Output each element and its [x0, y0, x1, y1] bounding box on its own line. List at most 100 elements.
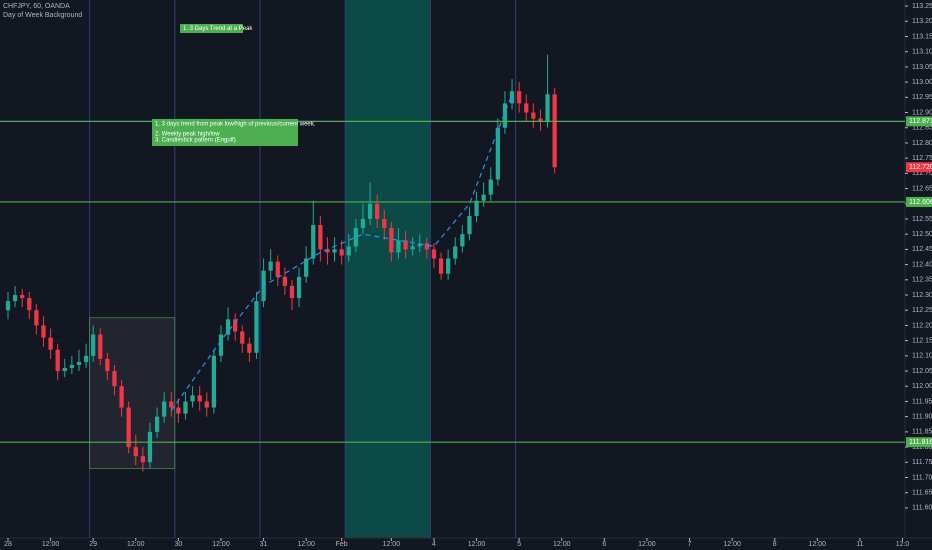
y-tick-label: 112.450 [912, 246, 932, 253]
candle-body [247, 343, 252, 353]
candle-body [12, 295, 18, 302]
x-tick-label: 12:0 [896, 541, 910, 548]
candle-body [502, 103, 508, 128]
candle-body [197, 395, 202, 402]
candle-body [382, 218, 387, 229]
y-tick-label: 113.000 [912, 79, 932, 86]
candle-body [225, 319, 231, 335]
annotation-box [152, 119, 298, 146]
x-tick-label: 12:00 [383, 541, 401, 548]
annotation-text: 3. Candlestick pattern (Engulf) [155, 138, 236, 144]
candle-body [488, 179, 493, 195]
candle-body [509, 91, 515, 104]
y-tick-label: 112.100 [912, 353, 932, 360]
candle-body [268, 261, 273, 271]
candle-body [176, 407, 181, 414]
y-tick-label: 112.500 [912, 231, 932, 238]
x-tick-label: Feb [336, 541, 348, 548]
candle-body [524, 103, 529, 113]
y-tick-label: 112.300 [912, 292, 932, 299]
y-tick-label: 111.650 [912, 490, 932, 497]
x-tick-label: 31 [260, 541, 268, 548]
y-tick-label: 112.200 [912, 322, 932, 329]
chart-title: CHFJPY, 60, OANDA [3, 3, 70, 10]
annotation-text: 1. 3 days trend from peak low/high of pr… [155, 122, 316, 128]
x-tick-label: 12:00 [723, 541, 741, 548]
candle-body [119, 386, 124, 408]
x-tick-label: 12:00 [809, 541, 827, 548]
x-tick-label: 12:00 [127, 541, 145, 548]
candle-body [140, 456, 146, 463]
y-tick-label: 112.800 [912, 140, 932, 147]
candle-body [396, 240, 401, 253]
candle-body [438, 258, 444, 274]
x-tick-label: 5 [517, 541, 521, 548]
annotation-text: 2. Weekly peak high/low [155, 132, 220, 138]
candle-body [460, 234, 465, 247]
candle-body [531, 112, 536, 119]
candle-body [545, 94, 550, 122]
candle-body [133, 447, 138, 457]
x-tick-label: 4 [432, 541, 436, 548]
trend-line [170, 94, 513, 411]
y-tick-label: 111.750 [912, 459, 932, 466]
candle-body [218, 334, 224, 356]
candle-body [495, 127, 500, 180]
candle-body [62, 367, 67, 372]
x-tick-label: 12:00 [297, 541, 315, 548]
candle-body [360, 218, 366, 229]
x-tick-label: 29 [89, 541, 97, 548]
candle-body [41, 325, 46, 338]
session-background [345, 0, 431, 538]
candle-body [48, 337, 53, 350]
candle-body [105, 358, 110, 372]
candle-body [27, 298, 32, 311]
y-tick-label: 112.650 [912, 185, 932, 192]
annotation-box [180, 24, 243, 33]
candle-body [282, 276, 287, 286]
y-tick-label: 112.250 [912, 307, 932, 314]
y-tick-label: 113.150 [912, 33, 932, 40]
candle-body [183, 401, 188, 414]
candle-body [233, 319, 238, 332]
y-tick-label: 113.250 [912, 3, 932, 10]
candle-body [481, 194, 486, 201]
y-tick-label: 112.150 [912, 337, 932, 344]
y-tick-label: 111.900 [912, 413, 932, 420]
candle-body [410, 246, 415, 250]
candle-body [76, 361, 82, 365]
x-tick-label: 8 [773, 541, 777, 548]
candle-body [417, 243, 422, 247]
candle-body [453, 246, 458, 259]
plot-area [5, 0, 557, 538]
candle-body [304, 258, 309, 277]
y-tick-label: 111.850 [912, 429, 932, 436]
y-tick-label: 113.050 [912, 64, 932, 71]
y-tick-label: 112.550 [912, 216, 932, 223]
candle-body [389, 228, 394, 253]
candle-body [517, 91, 522, 104]
candle-body [5, 301, 11, 311]
y-tick-label: 112.700 [912, 170, 932, 177]
level-tag [906, 196, 932, 207]
x-tick-label: 6 [602, 541, 606, 548]
y-tick-label: 113.100 [912, 49, 932, 56]
y-tick-label: 112.400 [912, 261, 932, 268]
candle-body [254, 301, 259, 353]
candle-body [98, 334, 103, 359]
x-tick-label: 28 [4, 541, 12, 548]
candle-body [424, 243, 429, 250]
candle-body [154, 416, 160, 432]
y-tick-label: 112.350 [912, 277, 932, 284]
y-tick-label: 112.900 [912, 109, 932, 116]
candle-body [147, 431, 153, 463]
candle-body [162, 401, 167, 417]
level-tag-label: 112.871 [909, 118, 932, 125]
y-tick-label: 112.050 [912, 368, 932, 375]
candle-body [34, 310, 39, 326]
y-tick-label: 112.850 [912, 125, 932, 132]
candle-body [446, 258, 451, 274]
y-tick-label: 112.750 [912, 155, 932, 162]
indicator-name: Day of Week Background [3, 12, 82, 19]
